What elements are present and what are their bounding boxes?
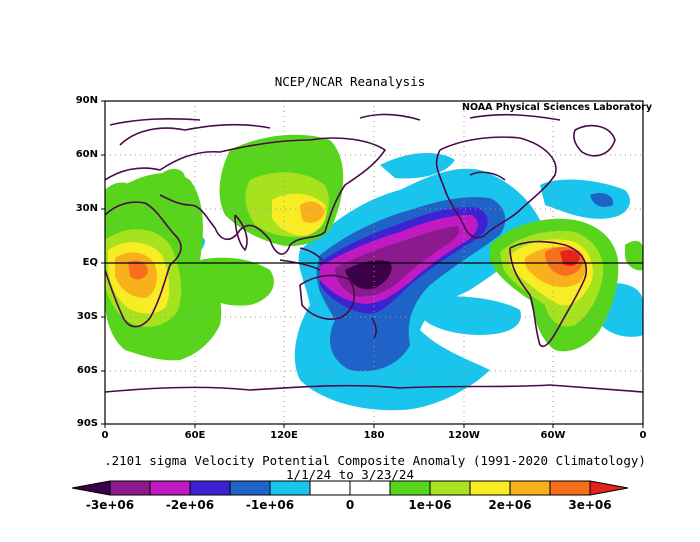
lat-label-90n: 90N	[75, 95, 98, 106]
lat-label-90s: 90S	[76, 418, 98, 429]
light-blue-north-atlantic	[540, 179, 630, 219]
lon-label-60e: 60E	[184, 430, 206, 441]
lon-label-120e: 120E	[270, 430, 298, 441]
colorbar-label-pos1: 1e+06	[408, 498, 452, 512]
darkorange-africa	[128, 260, 148, 280]
blue-atlantic-north	[590, 193, 614, 207]
credit-label: NOAA Physical Sciences Laboratory	[462, 102, 653, 113]
lat-label-eq: EQ	[82, 257, 98, 268]
lon-label-60w: 60W	[540, 430, 566, 441]
lat-label-60n: 60N	[75, 149, 98, 160]
colorbar-label-neg2: -2e+06	[165, 498, 215, 512]
lat-label-60s: 60S	[76, 365, 98, 376]
colorbar-label-neg3: -3e+06	[85, 498, 135, 512]
green-north-pacific	[160, 168, 185, 187]
red-americas	[560, 250, 580, 266]
green-east-africa-north	[105, 182, 135, 202]
colorbar-right-arrow	[589, 480, 629, 496]
colorbar-label-zero: 0	[345, 498, 355, 512]
light-blue-southwest-pacific	[420, 296, 521, 335]
coastlines	[105, 113, 643, 393]
tick-marks	[101, 100, 644, 428]
colorbar	[71, 480, 629, 496]
colorbar-left-arrow	[71, 480, 111, 496]
colorbar-label-neg1: -1e+06	[245, 498, 295, 512]
chart-title: NCEP/NCAR Reanalysis	[274, 74, 426, 89]
lat-label-30n: 30N	[75, 203, 98, 214]
lon-label-0: 0	[101, 430, 109, 441]
dark-purple-core	[345, 260, 392, 290]
lon-label-0-east: 0	[639, 430, 647, 441]
orange-asia	[300, 201, 325, 223]
colorbar-label-pos3: 3e+06	[568, 498, 612, 512]
caption-date-range: 1/1/24 to 3/23/24	[286, 467, 414, 482]
caption-variable: .2101 sigma Velocity Potential Composite…	[104, 453, 646, 468]
green-indian-south	[200, 257, 274, 306]
lon-label-180: 180	[363, 430, 385, 441]
lon-label-120w: 120W	[448, 430, 480, 441]
lat-label-30s: 30S	[76, 311, 98, 322]
colorbar-label-pos2: 2e+06	[488, 498, 532, 512]
